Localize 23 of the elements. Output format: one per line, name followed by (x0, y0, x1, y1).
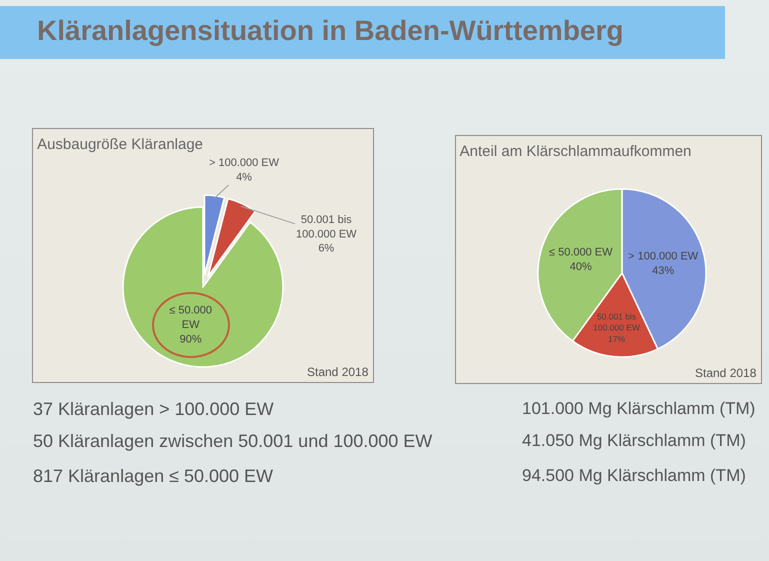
chart-subtitle: Ausbaugröße Kläranlage (37, 136, 204, 154)
data-label: 4% (236, 171, 252, 184)
slice-label: > 100.000 EW (209, 157, 280, 169)
slice-label: 50.001 bis 100.000 EW (296, 214, 358, 240)
data-label: 90% (180, 333, 202, 346)
data-label: 17% (608, 334, 626, 344)
text: Stand 2018 (695, 366, 757, 380)
chart-title: Anteil am Klärschlammaufkommen (460, 143, 692, 160)
chart-title: Kläranlagensituation in Baden-Württemberg (37, 14, 624, 48)
slice-label: 50.001 bis 100.000 EW (593, 312, 640, 333)
slice-label: ≤ 50.000 EW (548, 246, 614, 259)
text: 101.000 Mg Klärschlamm (TM) (522, 398, 756, 420)
text: 817 Kläranlagen ≤ 50.000 EW (33, 465, 274, 487)
text: 50 Kläranlagen zwischen 50.001 und 100.000 EW (33, 430, 432, 452)
data-label: 43% (652, 264, 674, 277)
text: 37 Kläranlagen > 100.000 EW (33, 398, 274, 420)
text: Stand 2018 (307, 365, 369, 379)
slice-label: ≤ 50.000 EW (169, 304, 212, 332)
text: 94.500 Mg Klärschlamm (TM) (522, 465, 746, 487)
data-label: 6% (318, 242, 334, 255)
text: 41.050 Mg Klärschlamm (TM) (522, 430, 746, 452)
data-label: 40% (570, 260, 592, 273)
slice-label: > 100.000 EW (628, 250, 699, 263)
